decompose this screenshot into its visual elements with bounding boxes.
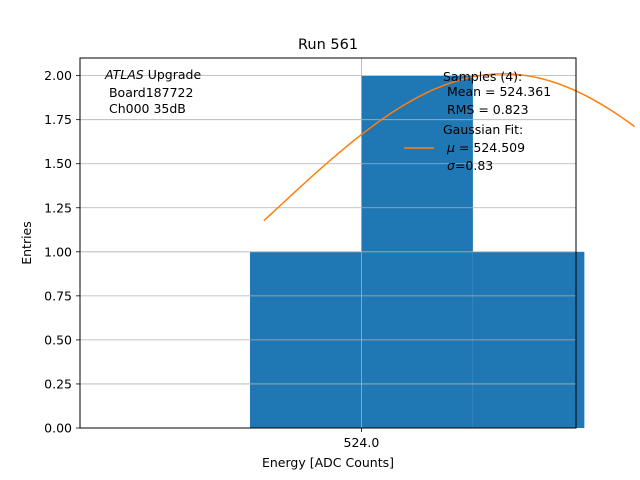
x-tick-label-0: 524.0: [344, 435, 380, 450]
legend-fit-sigma: σ=0.83: [447, 158, 493, 173]
legend-samples-mean: Mean = 524.361: [443, 84, 551, 99]
legend-fit-mu: μ = 524.509: [446, 140, 525, 155]
y-tick-label-1: 0.25: [44, 376, 72, 391]
grid-layer: [80, 58, 576, 429]
annotation-line-3: Ch000 35dB: [105, 101, 186, 116]
y-tick-label-4: 1.00: [44, 244, 72, 259]
legend: Samples (4): Mean = 524.361 RMS = 0.823 …: [404, 69, 551, 173]
y-tick-label-2: 0.50: [44, 332, 72, 347]
legend-samples-rms: RMS = 0.823: [443, 102, 529, 117]
y-tick-label-3: 0.75: [44, 288, 72, 303]
y-tick-label-7: 1.75: [44, 112, 72, 127]
atlas-annotation: ATLAS Upgrade Board187722 Ch000 35dB: [104, 67, 201, 116]
legend-sigma-symbol: σ: [447, 158, 456, 173]
y-tick-label-6: 1.50: [44, 156, 72, 171]
y-axis-label: Entries: [19, 221, 34, 265]
fit-layer: [263, 73, 635, 222]
y-tick-label-8: 2.00: [44, 68, 72, 83]
annotation-upgrade: Upgrade: [144, 67, 202, 82]
legend-mu-value: = 524.509: [455, 140, 525, 155]
legend-fit-title: Gaussian Fit:: [443, 122, 523, 137]
annotation-line-2: Board187722: [105, 85, 193, 100]
legend-samples-title: Samples (4):: [443, 69, 522, 84]
annotation-line-1: ATLAS Upgrade: [104, 67, 201, 82]
chart-title: Run 561: [298, 37, 358, 53]
gaussian-fit-curve: [263, 73, 635, 222]
y-tick-label-5: 1.25: [44, 200, 72, 215]
x-axis-label: Energy [ADC Counts]: [262, 455, 394, 470]
legend-mu-symbol: μ: [446, 140, 455, 155]
legend-sigma-value: =0.83: [455, 158, 493, 173]
plot-frame: [79, 57, 577, 429]
y-tick-label-0: 0.00: [44, 421, 72, 436]
ticks-layer: 0.00 0.25 0.50 0.75 1.00 1.25 1.50 1.75 2.00 524.…: [44, 68, 379, 450]
annotation-atlas-italic: ATLAS: [104, 67, 144, 82]
